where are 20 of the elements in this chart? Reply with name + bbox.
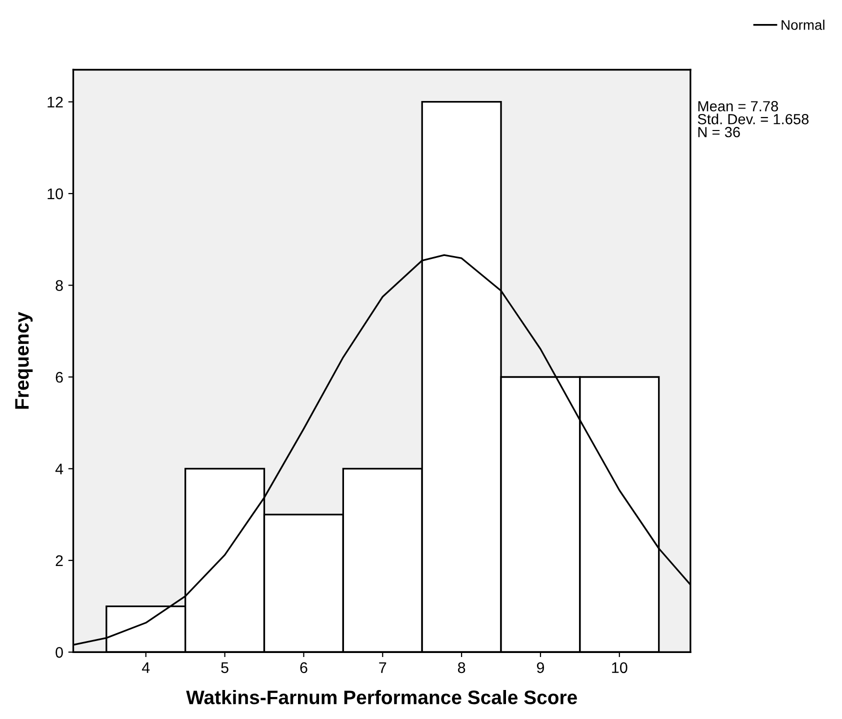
text: Mean = 7.78 [698,101,778,112]
x-tick-label: 5 [221,662,228,674]
text: N = 36 [698,126,740,138]
x-axis-title: Watkins-Farnum Performance Scale Score [186,690,577,704]
y-tick-label: 2 [56,555,63,566]
x-tick-label: 7 [379,662,386,673]
y-axis-title: Frequency [15,312,33,409]
x-tick-label: 10 [612,662,628,674]
x-tick-label: 6 [300,662,308,674]
y-tick-label: 0 [56,647,63,658]
x-tick-label: 9 [536,662,544,674]
x-tick-label: 8 [458,662,466,674]
legend-label: Normal [782,20,824,30]
y-tick-label: 10 [48,188,63,200]
y-tick-label: 4 [55,464,64,474]
y-tick-label: 12 [48,96,63,108]
y-tick-label: 8 [56,280,63,291]
y-tick-label: 6 [56,372,63,383]
text: Std. Dev. = 1.658 [698,114,809,124]
x-tick-label: 4 [142,662,150,673]
